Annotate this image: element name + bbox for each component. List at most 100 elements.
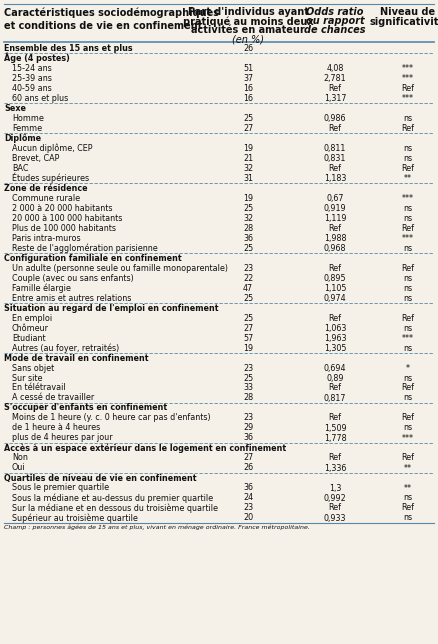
Text: 25: 25 xyxy=(243,204,253,213)
Text: Ref: Ref xyxy=(328,164,342,173)
Text: Ref: Ref xyxy=(328,263,342,272)
Text: Femme: Femme xyxy=(12,124,42,133)
Text: 1,509: 1,509 xyxy=(324,424,346,433)
Text: 28: 28 xyxy=(243,393,253,402)
Text: 1,778: 1,778 xyxy=(324,433,346,442)
Text: 16: 16 xyxy=(243,84,253,93)
Text: 22: 22 xyxy=(243,274,253,283)
Text: ns: ns xyxy=(403,374,413,383)
Text: Ref: Ref xyxy=(328,223,342,232)
Text: Commune rurale: Commune rurale xyxy=(12,193,80,202)
Text: ou rapport: ou rapport xyxy=(306,16,364,26)
Text: 2,781: 2,781 xyxy=(324,73,346,82)
Text: Ref: Ref xyxy=(328,84,342,93)
Text: 0,919: 0,919 xyxy=(324,204,346,213)
Text: Sur la médiane et en dessous du troisième quartile: Sur la médiane et en dessous du troisièm… xyxy=(12,503,218,513)
Text: significativité: significativité xyxy=(370,16,438,26)
Text: ***: *** xyxy=(402,64,414,73)
Text: 1,963: 1,963 xyxy=(324,334,346,343)
Text: Plus de 100 000 habitants: Plus de 100 000 habitants xyxy=(12,223,116,232)
Text: ***: *** xyxy=(402,93,414,102)
Text: Caractéristiques sociodémographiques
et conditions de vie en confinement: Caractéristiques sociodémographiques et … xyxy=(4,7,219,31)
Text: 27: 27 xyxy=(243,124,253,133)
Text: Etudiant: Etudiant xyxy=(12,334,46,343)
Text: ns: ns xyxy=(403,113,413,122)
Text: 32: 32 xyxy=(243,214,253,222)
Text: 0,694: 0,694 xyxy=(324,363,346,372)
Text: de 1 heure à 4 heures: de 1 heure à 4 heures xyxy=(12,424,100,433)
Text: pratiqué au moins deux: pratiqué au moins deux xyxy=(183,16,313,26)
Text: Sous le premier quartile: Sous le premier quartile xyxy=(12,484,109,493)
Text: ***: *** xyxy=(402,433,414,442)
Text: Ref: Ref xyxy=(402,223,414,232)
Text: Sous la médiane et au-dessus du premier quartile: Sous la médiane et au-dessus du premier … xyxy=(12,493,213,503)
Text: 21: 21 xyxy=(243,153,253,162)
Text: ns: ns xyxy=(403,283,413,292)
Text: S'occuper d'enfants en confinement: S'occuper d'enfants en confinement xyxy=(4,404,167,413)
Text: Sur site: Sur site xyxy=(12,374,42,383)
Text: ns: ns xyxy=(403,294,413,303)
Text: ***: *** xyxy=(402,73,414,82)
Text: Champ : personnes âgées de 15 ans et plus, vivant en ménage ordinaire. France mé: Champ : personnes âgées de 15 ans et plu… xyxy=(4,525,310,531)
Text: Mode de travail en confinement: Mode de travail en confinement xyxy=(4,354,148,363)
Text: Autres (au foyer, retraités): Autres (au foyer, retraités) xyxy=(12,343,119,353)
Text: ***: *** xyxy=(402,234,414,243)
Text: 37: 37 xyxy=(243,73,253,82)
Text: 51: 51 xyxy=(243,64,253,73)
Text: 19: 19 xyxy=(243,193,253,202)
Text: 0,89: 0,89 xyxy=(326,374,344,383)
Text: Ref: Ref xyxy=(402,124,414,133)
Text: 15-24 ans: 15-24 ans xyxy=(12,64,52,73)
Text: Moins de 1 heure (y. c. 0 heure car pas d'enfants): Moins de 1 heure (y. c. 0 heure car pas … xyxy=(12,413,211,422)
Text: ns: ns xyxy=(403,144,413,153)
Text: 1,183: 1,183 xyxy=(324,173,346,182)
Text: Situation au regard de l'emploi en confinement: Situation au regard de l'emploi en confi… xyxy=(4,303,219,312)
Text: 0,974: 0,974 xyxy=(324,294,346,303)
Text: 27: 27 xyxy=(243,453,253,462)
Text: Aucun diplôme, CEP: Aucun diplôme, CEP xyxy=(12,143,92,153)
Text: Sexe: Sexe xyxy=(4,104,26,113)
Text: ns: ns xyxy=(403,153,413,162)
Text: En emploi: En emploi xyxy=(12,314,52,323)
Text: Oui: Oui xyxy=(12,464,26,473)
Text: 25: 25 xyxy=(243,314,253,323)
Text: 32: 32 xyxy=(243,164,253,173)
Text: Ref: Ref xyxy=(328,504,342,513)
Text: Ref: Ref xyxy=(402,453,414,462)
Text: Ref: Ref xyxy=(328,383,342,392)
Text: plus de 4 heures par jour: plus de 4 heures par jour xyxy=(12,433,113,442)
Text: ns: ns xyxy=(403,214,413,222)
Text: Ensemble des 15 ans et plus: Ensemble des 15 ans et plus xyxy=(4,44,133,53)
Text: Entre amis et autres relations: Entre amis et autres relations xyxy=(12,294,131,303)
Text: ns: ns xyxy=(403,424,413,433)
Text: 23: 23 xyxy=(243,413,253,422)
Text: 29: 29 xyxy=(243,424,253,433)
Text: Ref: Ref xyxy=(402,84,414,93)
Text: Niveau de: Niveau de xyxy=(381,7,435,17)
Text: (en %): (en %) xyxy=(232,34,264,44)
Text: 1,336: 1,336 xyxy=(324,464,346,473)
Text: ns: ns xyxy=(403,393,413,402)
Text: En télétravail: En télétravail xyxy=(12,383,66,392)
Text: Ref: Ref xyxy=(328,314,342,323)
Text: 25: 25 xyxy=(243,113,253,122)
Text: 16: 16 xyxy=(243,93,253,102)
Text: *: * xyxy=(406,363,410,372)
Text: 47: 47 xyxy=(243,283,253,292)
Text: Ref: Ref xyxy=(402,263,414,272)
Text: 36: 36 xyxy=(243,234,253,243)
Text: 1,063: 1,063 xyxy=(324,323,346,332)
Text: ns: ns xyxy=(403,243,413,252)
Text: Famille élargie: Famille élargie xyxy=(12,283,71,293)
Text: Ref: Ref xyxy=(402,413,414,422)
Text: 0,831: 0,831 xyxy=(324,153,346,162)
Text: Part d'individus ayant: Part d'individus ayant xyxy=(187,7,308,17)
Text: 1,105: 1,105 xyxy=(324,283,346,292)
Text: Un adulte (personne seule ou famille monoparentale): Un adulte (personne seule ou famille mon… xyxy=(12,263,228,272)
Text: Non: Non xyxy=(12,453,28,462)
Text: Couple (avec ou sans enfants): Couple (avec ou sans enfants) xyxy=(12,274,134,283)
Text: activités en amateur: activités en amateur xyxy=(191,25,305,35)
Text: 26: 26 xyxy=(243,464,253,473)
Text: Zone de résidence: Zone de résidence xyxy=(4,184,88,193)
Text: BAC: BAC xyxy=(12,164,28,173)
